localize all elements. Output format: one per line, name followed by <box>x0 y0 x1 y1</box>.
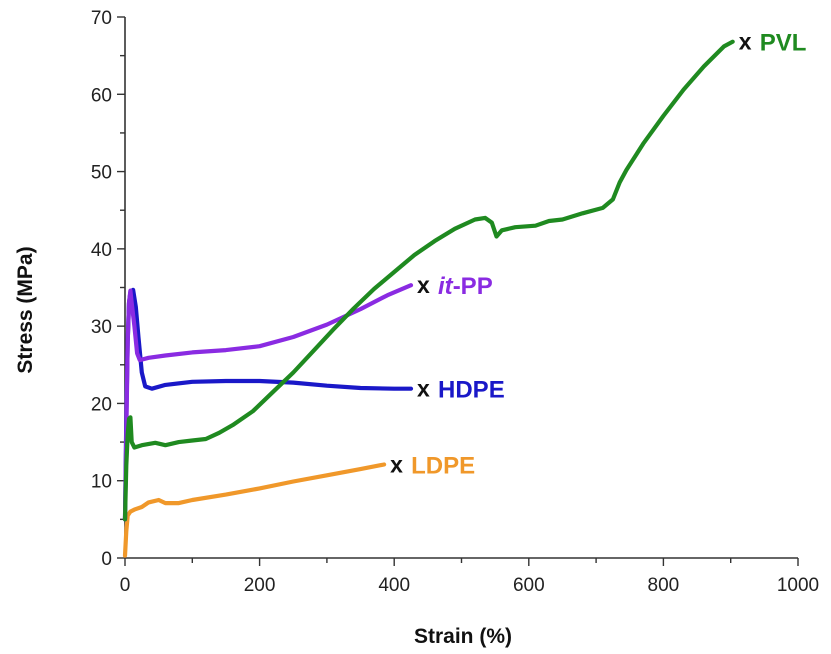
series-label-part: it <box>438 273 454 300</box>
x-axis-title: Strain (%) <box>414 625 512 648</box>
x-tick-label: 400 <box>378 575 410 596</box>
axes: 0 10 20 30 40 50 60 70 0 200 400 600 800 1000 <box>91 8 819 596</box>
series-label-pvl: PVL <box>760 30 807 57</box>
y-tick-label: 30 <box>91 317 112 338</box>
series-label-part: PVL <box>760 30 807 57</box>
series-line-it-pp <box>122 283 414 522</box>
series-line-ldpe <box>122 462 387 558</box>
y-tick-label: 0 <box>101 549 112 570</box>
x-tick-label: 1000 <box>777 575 819 596</box>
break-marker-hdpe: x <box>417 376 430 402</box>
x-tick-label: 600 <box>513 575 545 596</box>
y-axis-title: Stress (MPa) <box>14 246 37 373</box>
x-tick-label: 200 <box>244 575 276 596</box>
series-label-part: LDPE <box>411 452 475 479</box>
y-tick-label: 20 <box>91 394 112 415</box>
series-label-part: -PP <box>453 273 493 300</box>
series-label-it-pp: it-PP <box>438 273 493 300</box>
y-tick-label: 60 <box>91 85 112 106</box>
y-tick-label: 50 <box>91 163 112 184</box>
y-tick-label: 40 <box>91 240 112 261</box>
break-marker-pvl: x <box>739 29 752 55</box>
series-label-hdpe: HDPE <box>438 377 505 404</box>
break-marker-it-pp: x <box>417 272 430 298</box>
series-label-part: HDPE <box>438 377 505 404</box>
series-line-pvl <box>122 39 735 522</box>
x-tick-label: 800 <box>648 575 680 596</box>
y-tick-label: 10 <box>91 472 112 493</box>
break-marker-ldpe: x <box>390 451 403 477</box>
x-tick-label: 0 <box>120 575 131 596</box>
y-tick-label: 70 <box>91 8 112 29</box>
series-label-ldpe: LDPE <box>411 452 475 479</box>
